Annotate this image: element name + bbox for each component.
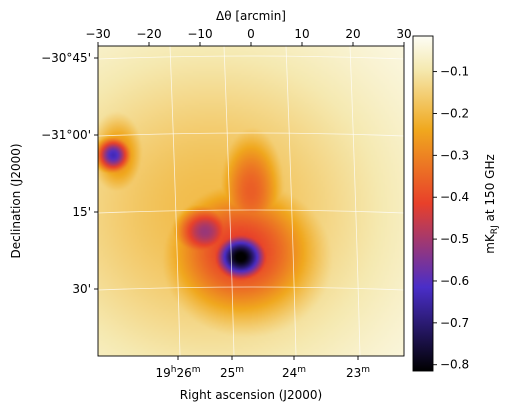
colorbar-label-sub: RJ (490, 225, 500, 234)
bottom-axis-ticks: 19h26m 25m 24m 23m (155, 356, 370, 380)
y-axis-title: Declination (J2000) (9, 143, 23, 258)
colorbar-tick-label: −0.2 (440, 106, 469, 120)
dec-grid-line (98, 132, 404, 137)
top-axis-ticks: −30 −20 −10 0 10 20 30 (85, 27, 412, 46)
ra-grid-line (285, 46, 297, 356)
dec-tick-label: 15' (72, 205, 91, 219)
ra-grid-line (349, 46, 361, 356)
ra-tick-label: 24m (282, 365, 306, 380)
dec-grid-line (98, 209, 404, 214)
ra-grid-line (223, 46, 235, 356)
top-tick-label: 0 (247, 27, 255, 41)
colorbar-label-main: mK (483, 233, 497, 254)
colorbar-tick-label: −0.1 (440, 65, 469, 79)
ra-tick-label: 19h26m (155, 365, 200, 380)
dec-grid-line (98, 286, 404, 291)
top-tick-label: 30 (396, 27, 411, 41)
colorbar-tick-label: −0.4 (440, 190, 469, 204)
dec-tick-label: 30' (72, 282, 91, 296)
top-tick-label: 10 (294, 27, 309, 41)
coordinate-grid (98, 46, 404, 356)
top-tick-label: −10 (187, 27, 212, 41)
sz-map-image (98, 46, 404, 356)
ra-tick-label: 25m (220, 365, 244, 380)
left-axis-ticks: −30°45' −31°00' 15' 30' (41, 51, 98, 296)
colorbar-frame (412, 35, 434, 372)
x-axis-title: Right ascension (J2000) (180, 388, 322, 402)
colorbar-label-rest: at 150 GHz (483, 154, 497, 225)
colorbar-tick-label: −0.3 (440, 148, 469, 162)
dec-tick-label: −30°45' (41, 51, 91, 65)
ra-grid-line (169, 46, 181, 356)
colorbar-label: mKRJ at 150 GHz (483, 154, 500, 254)
ra-tick-label: 23m (346, 365, 370, 380)
map-panel (97, 45, 405, 357)
dec-tick-label: −31°00' (41, 128, 91, 142)
colorbar-tick-label: −0.5 (440, 232, 469, 246)
colorbar-tick-label: −0.6 (440, 274, 469, 288)
dec-grid-line (98, 55, 404, 60)
colorbar-tick-label: −0.7 (440, 316, 469, 330)
colorbar-tick-label: −0.8 (440, 358, 469, 372)
colorbar-ticks: −0.1 −0.2 −0.3 −0.4 −0.5 −0.6 −0.7 −0.8 (433, 65, 469, 372)
top-axis-title: Δθ [arcmin] (216, 9, 286, 23)
colorbar-fill (413, 36, 433, 371)
colorbar: −0.1 −0.2 −0.3 −0.4 −0.5 −0.6 −0.7 −0.8 mKRJ at… (412, 35, 500, 372)
top-tick-label: −30 (85, 27, 110, 41)
top-tick-label: 20 (345, 27, 360, 41)
top-tick-label: −20 (136, 27, 161, 41)
